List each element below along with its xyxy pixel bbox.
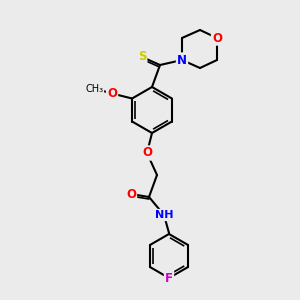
Text: O: O	[212, 32, 222, 44]
Text: O: O	[107, 87, 117, 100]
Text: N: N	[177, 53, 187, 67]
Text: O: O	[142, 146, 152, 160]
Text: CH₃: CH₃	[85, 83, 103, 94]
Text: NH: NH	[155, 210, 173, 220]
Text: S: S	[138, 50, 146, 64]
Text: F: F	[165, 272, 173, 284]
Text: O: O	[126, 188, 136, 200]
